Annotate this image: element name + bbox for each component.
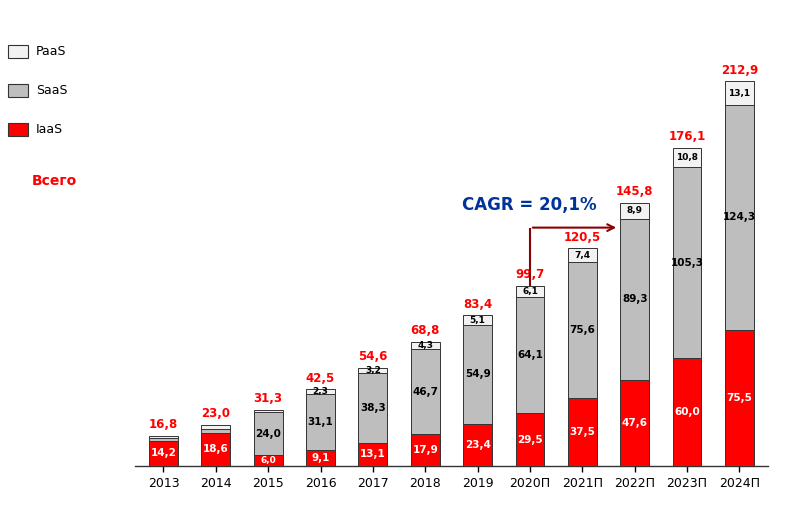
Bar [253,410,283,412]
Bar [149,438,178,440]
Text: 54,6: 54,6 [358,350,387,363]
Text: 17,9: 17,9 [413,445,438,455]
Text: 89,3: 89,3 [622,294,648,305]
Text: PaaS: PaaS [36,45,67,59]
Text: 5,1: 5,1 [470,315,485,325]
Bar [307,450,335,466]
Text: 29,5: 29,5 [517,435,543,444]
Bar [463,315,492,325]
Bar [620,219,649,380]
Bar [568,262,596,398]
Text: 212,9: 212,9 [721,64,758,77]
Bar [516,286,544,297]
Text: 2,3: 2,3 [313,387,329,396]
Bar [307,390,335,394]
Text: 120,5: 120,5 [564,231,601,244]
Text: 9,1: 9,1 [311,453,329,463]
Text: 124,3: 124,3 [723,212,756,222]
Text: IaaS: IaaS [36,123,63,136]
Bar [568,249,596,262]
Text: 31,3: 31,3 [253,392,283,405]
Text: 13,1: 13,1 [360,449,386,459]
Bar [725,105,754,330]
Text: 145,8: 145,8 [616,185,653,198]
Text: Всего: Всего [32,174,77,188]
Bar [411,350,440,434]
Text: 68,8: 68,8 [410,324,440,337]
Text: 18,6: 18,6 [203,444,229,454]
Text: 75,5: 75,5 [726,393,752,403]
Text: 105,3: 105,3 [671,257,703,268]
Bar [149,436,178,438]
Bar [253,412,283,455]
Text: 3,2: 3,2 [365,366,381,375]
Bar [411,342,440,350]
Bar [725,330,754,466]
Bar [359,373,387,442]
Text: 47,6: 47,6 [622,418,648,428]
Bar [516,297,544,413]
Text: 13,1: 13,1 [729,89,751,98]
Bar [725,81,754,105]
Text: 64,1: 64,1 [517,350,543,360]
Text: 7,4: 7,4 [574,251,590,260]
Text: 24,0: 24,0 [255,429,281,439]
Bar [411,434,440,466]
Text: 4,3: 4,3 [417,341,433,350]
Bar [672,358,702,466]
Text: 54,9: 54,9 [465,369,490,379]
Bar [359,442,387,466]
Bar [463,424,492,466]
Text: CAGR = 20,1%: CAGR = 20,1% [462,195,596,213]
Bar [463,325,492,424]
Text: 46,7: 46,7 [413,386,438,397]
Bar [359,367,387,373]
Text: 23,0: 23,0 [201,407,230,420]
Bar [672,148,702,167]
Text: 8,9: 8,9 [626,206,643,215]
Bar [201,425,230,429]
Text: 14,2: 14,2 [150,449,177,458]
Text: 10,8: 10,8 [676,153,698,162]
Text: 6,1: 6,1 [522,287,538,296]
Bar [620,380,649,466]
Text: 23,4: 23,4 [465,440,490,450]
Text: 75,6: 75,6 [569,325,596,335]
Bar [253,455,283,466]
Bar [620,203,649,219]
Bar [672,167,702,358]
Text: 6,0: 6,0 [261,456,276,465]
Bar [568,398,596,466]
Text: 37,5: 37,5 [569,427,596,437]
Text: 83,4: 83,4 [463,298,493,311]
Text: 38,3: 38,3 [360,403,386,413]
Text: 31,1: 31,1 [307,416,333,427]
Text: 16,8: 16,8 [149,419,178,431]
Text: SaaS: SaaS [36,84,67,97]
Bar [201,433,230,466]
Bar [149,440,178,466]
Bar [201,429,230,433]
Text: 176,1: 176,1 [668,131,706,143]
Text: 99,7: 99,7 [516,268,545,281]
Bar [307,394,335,450]
Bar [516,413,544,466]
Text: 42,5: 42,5 [306,372,335,385]
Text: 60,0: 60,0 [674,407,700,417]
